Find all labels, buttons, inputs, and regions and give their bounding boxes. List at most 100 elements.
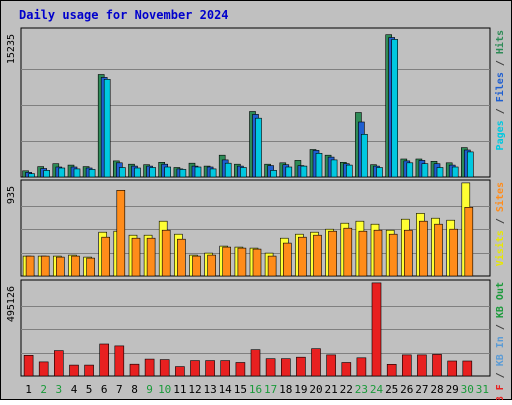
day-label: 13: [203, 383, 216, 396]
panel-kbytes: 495126 KB F / KB In / KB Out: [6, 279, 506, 405]
bar-pages: [149, 167, 156, 178]
bar-pages: [164, 166, 171, 178]
day-label: 4: [71, 383, 78, 396]
bar-sites: [419, 220, 428, 277]
panel-legend: Visits / Sites: [494, 182, 506, 266]
bar-pages: [421, 163, 429, 178]
bar-sites: [146, 237, 156, 277]
day-label: 24: [370, 383, 384, 396]
day-label: 25: [385, 383, 398, 396]
bar-kb-f: [129, 363, 140, 377]
bar-kb-f: [401, 354, 412, 377]
panel-max-label: 495126: [6, 286, 17, 322]
legend-entry: Files: [494, 72, 506, 102]
day-label: 31: [476, 383, 489, 396]
day-label: 18: [279, 383, 292, 396]
bar-pages: [466, 151, 474, 178]
bar-pages: [270, 170, 277, 178]
panel-visits: 935 Visits / Sites: [6, 179, 506, 277]
bar-sites: [161, 229, 171, 277]
chart-title: Daily usage for November 2024: [19, 8, 229, 22]
panel-legend: KB F / KB In / KB Out: [495, 282, 506, 400]
bar-kb-f: [341, 362, 352, 377]
day-label: 21: [324, 383, 337, 396]
bar-sites: [313, 234, 322, 277]
day-label: 20: [309, 383, 322, 396]
bar-sites: [252, 248, 262, 277]
legend-entry: /: [495, 318, 506, 336]
bar-kb-f: [190, 360, 200, 377]
bar-kb-f: [265, 358, 276, 377]
bar-kb-f: [159, 359, 170, 377]
day-label: 6: [101, 383, 108, 396]
bar-kb-f: [280, 358, 291, 377]
bar-kb-f: [417, 354, 427, 377]
bar-pages: [28, 173, 35, 178]
legend-entry: Visits: [494, 230, 506, 266]
bar-kb-f: [205, 360, 215, 377]
day-label: 12: [188, 383, 201, 396]
day-label: 11: [173, 383, 186, 396]
bar-kb-f: [53, 350, 64, 377]
bar-sites: [464, 207, 474, 277]
legend-entry: KB F: [495, 384, 506, 400]
series-sites: [25, 190, 474, 277]
bar-pages: [436, 167, 444, 178]
legend-entry: /: [495, 54, 506, 72]
panel-legend: Pages / Files / Hits: [494, 30, 506, 150]
bar-kb-f: [99, 343, 109, 377]
legend-entry: Hits: [494, 30, 506, 54]
bar-pages: [103, 79, 111, 178]
bar-sites: [86, 257, 95, 277]
bar-kb-f: [235, 362, 246, 377]
bar-kb-f: [114, 345, 125, 377]
panel-traffic: 15235 Pages / Files / Hits: [6, 27, 506, 178]
series-kb-f: [23, 282, 473, 377]
bar-pages: [300, 165, 308, 178]
bar-kb-f: [371, 282, 382, 377]
bar-sites: [358, 230, 368, 277]
day-label: 2: [40, 383, 47, 396]
day-label: 26: [400, 383, 413, 396]
bar-sites: [177, 238, 186, 277]
bar-pages: [330, 159, 338, 178]
bar-pages: [58, 167, 66, 178]
bar-pages: [315, 153, 323, 178]
bar-sites: [40, 255, 50, 277]
bar-kb-f: [38, 361, 49, 377]
legend-entry: KB Out: [495, 282, 506, 318]
day-label: 29: [446, 383, 459, 396]
bar-kb-f: [356, 357, 367, 377]
bar-sites: [328, 230, 337, 277]
bar-kb-f: [220, 360, 230, 377]
day-label: 15: [234, 383, 247, 396]
bar-sites: [116, 190, 126, 277]
legend-entry: Pages: [495, 120, 506, 150]
bar-sites: [403, 229, 413, 277]
bar-pages: [119, 167, 126, 178]
bar-sites: [237, 247, 247, 277]
bar-pages: [43, 170, 51, 178]
bar-pages: [73, 168, 81, 178]
day-label: 16: [249, 383, 262, 396]
day-label: 8: [131, 383, 138, 396]
bar-pages: [240, 167, 247, 178]
bar-sites: [373, 229, 383, 277]
bar-sites: [101, 236, 110, 277]
day-label: 9: [146, 383, 153, 396]
bar-kb-f: [432, 354, 442, 377]
panel-max-label: 15235: [6, 34, 17, 64]
bar-sites: [343, 227, 353, 277]
day-label: 28: [430, 383, 443, 396]
bar-pages: [224, 162, 232, 178]
bar-sites: [222, 246, 231, 277]
bar-sites: [298, 236, 307, 277]
day-label: 23: [355, 383, 368, 396]
bar-pages: [134, 167, 141, 178]
day-label: 30: [461, 383, 474, 396]
day-labels-group: 1 2 3 4 5 6 7 8 9 10 11 12 13 14 15 16 17 18 19 20 21 22 23 24 2…: [25, 383, 489, 396]
day-label: 17: [264, 383, 277, 396]
legend-entry: Sites: [494, 182, 506, 212]
